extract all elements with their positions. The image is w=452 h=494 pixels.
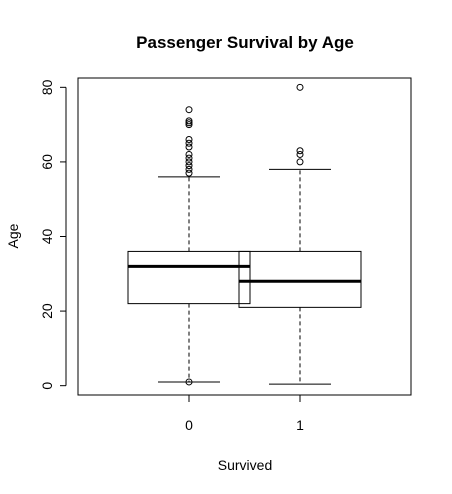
y-tick-label: 40 xyxy=(39,229,55,245)
outlier-point xyxy=(185,136,193,144)
outlier-point xyxy=(185,117,193,125)
y-axis-label: Age xyxy=(5,223,21,248)
box-group xyxy=(127,106,251,386)
outlier-point xyxy=(185,119,193,127)
outlier-point xyxy=(185,378,193,386)
outlier-point xyxy=(296,150,304,158)
outlier-point xyxy=(296,83,304,91)
outlier-point xyxy=(185,158,193,166)
outlier-point xyxy=(296,147,304,155)
outlier-point xyxy=(185,162,193,170)
outlier-point xyxy=(185,121,193,129)
y-tick-label: 80 xyxy=(39,79,55,95)
plot-frame xyxy=(77,77,412,396)
iqr-box xyxy=(238,250,362,308)
y-tick-label: 20 xyxy=(39,303,55,319)
y-tick-label: 60 xyxy=(39,154,55,170)
chart-title: Passenger Survival by Age xyxy=(136,33,354,52)
x-tick-label: 1 xyxy=(296,417,304,433)
box-group xyxy=(238,83,362,385)
outlier-point xyxy=(185,165,193,173)
y-tick-label: 0 xyxy=(39,382,55,390)
x-tick-label: 0 xyxy=(185,417,193,433)
iqr-box xyxy=(127,250,251,305)
y-axis: 0 20 40 60 80 xyxy=(39,79,67,390)
outlier-point xyxy=(185,143,193,151)
outlier-point xyxy=(185,150,193,158)
x-axis-label: Survived xyxy=(218,457,272,473)
outlier-point xyxy=(185,154,193,162)
outlier-point xyxy=(185,169,193,177)
outlier-point xyxy=(185,139,193,147)
boxes-layer xyxy=(127,83,362,386)
outlier-point xyxy=(296,158,304,166)
outlier-point xyxy=(185,106,193,114)
